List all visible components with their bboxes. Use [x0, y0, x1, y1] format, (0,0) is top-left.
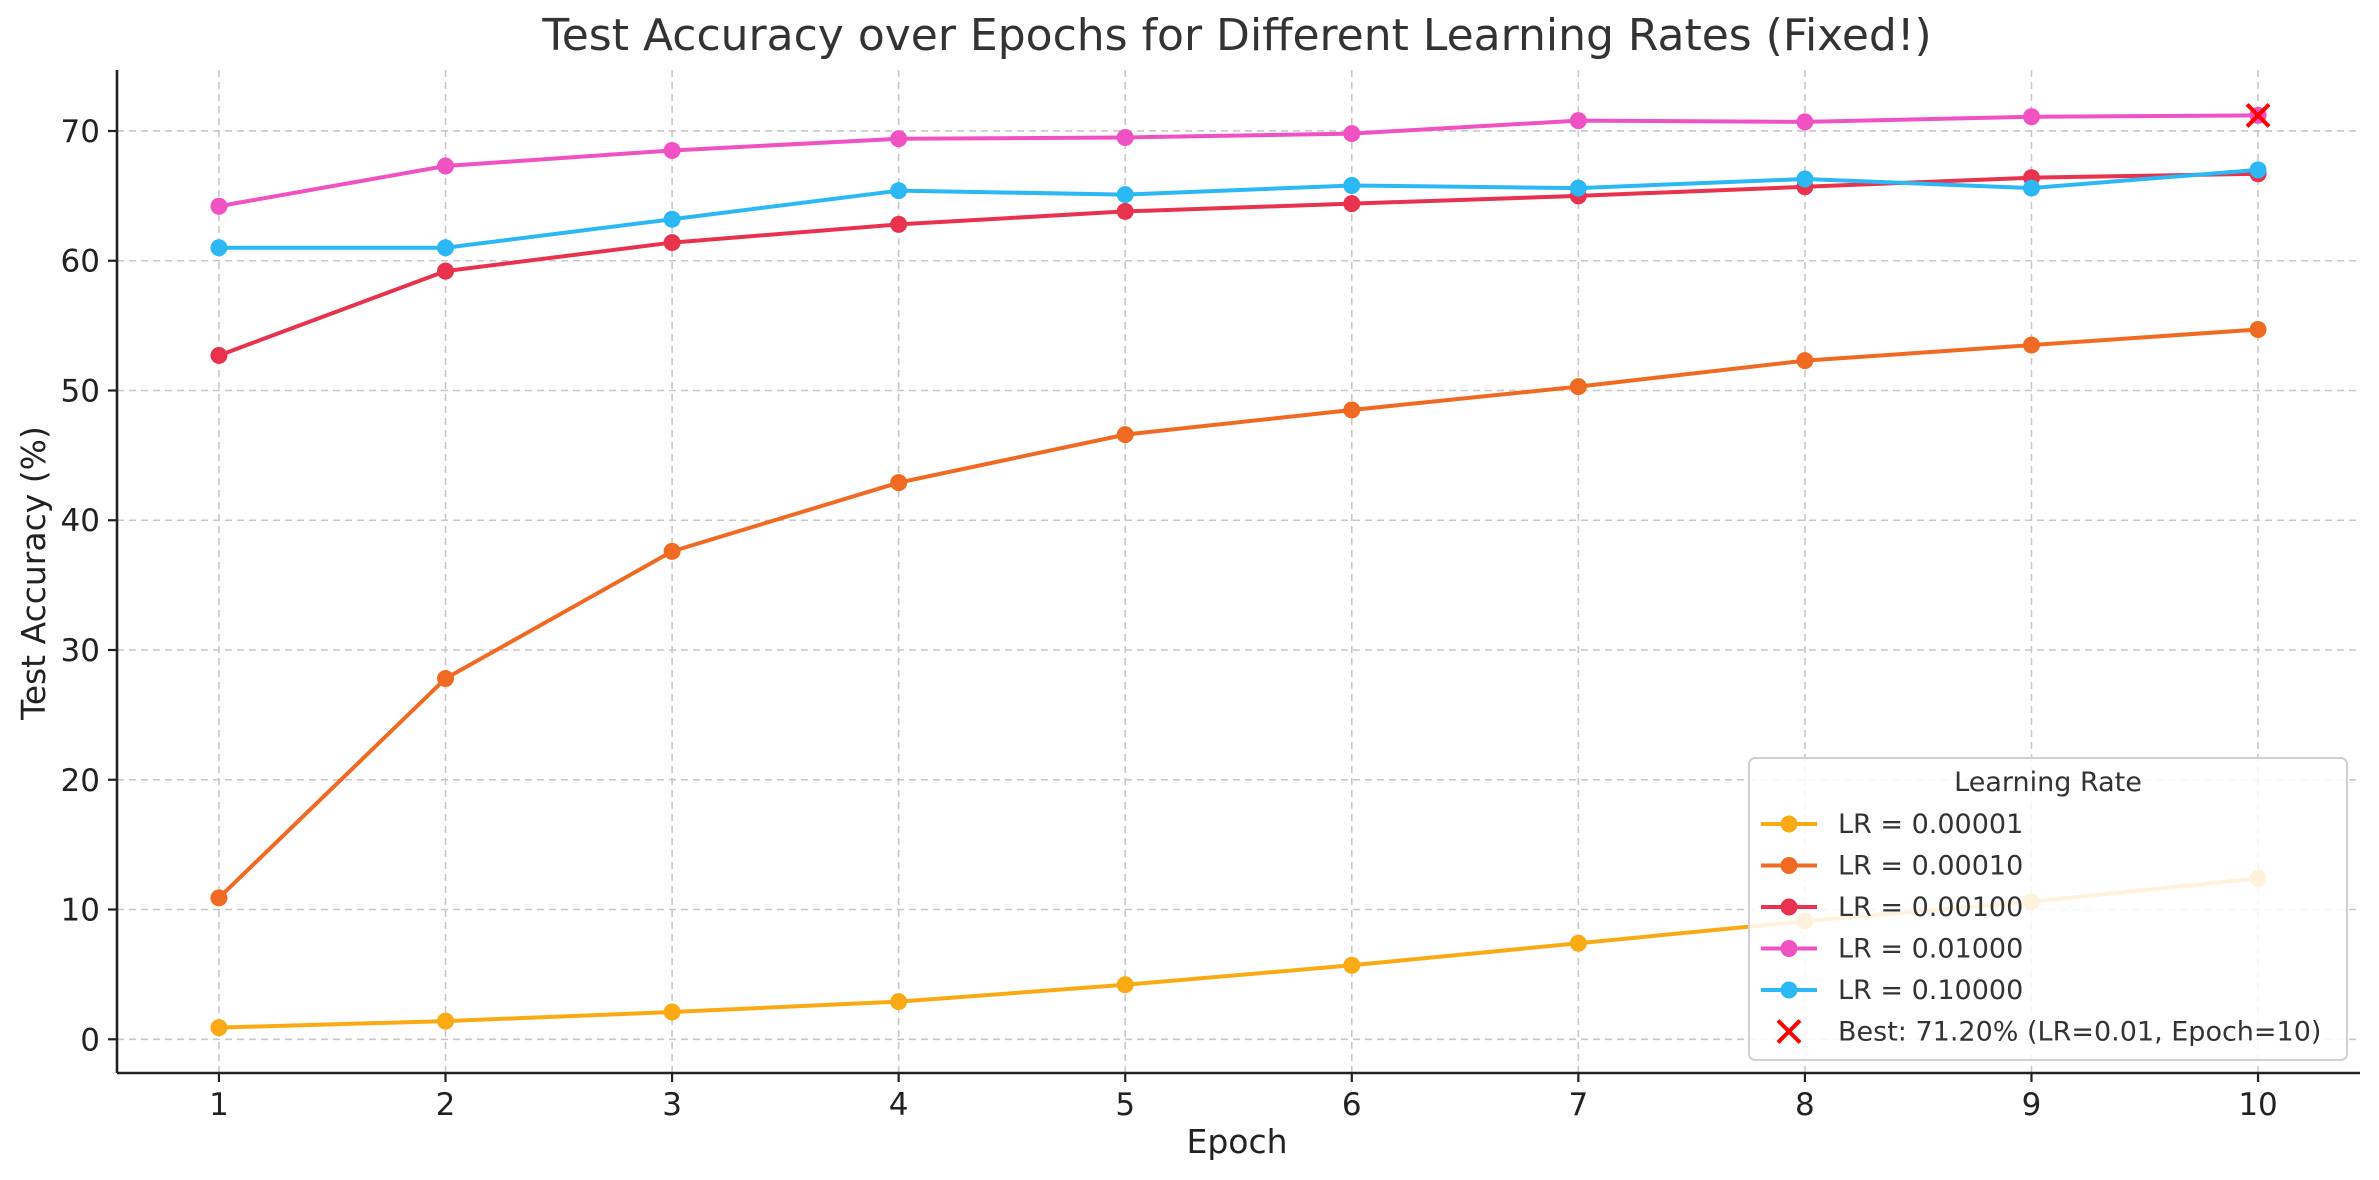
data-point [1796, 170, 1814, 188]
data-point [1116, 426, 1134, 444]
legend-label: LR = 0.00100 [1838, 892, 2023, 923]
legend-item: LR = 0.00100 [1761, 892, 2023, 923]
legend-swatch-marker [1780, 981, 1798, 999]
series-4 [210, 106, 2267, 215]
y-tick-label: 60 [61, 244, 100, 280]
axes: 1 2 3 4 5 6 7 8 9 10 0 10 20 30 40 50 60 70 [61, 70, 2360, 1123]
legend-item: LR = 0.00001 [1761, 809, 2023, 840]
annotation-group [2245, 102, 2271, 128]
legend-item: Best: 71.20% (LR=0.01, Epoch=10) [1776, 1017, 2321, 1048]
x-tick-label: 3 [662, 1087, 682, 1123]
series-line [216, 327, 2261, 900]
legend-label: LR = 0.00010 [1838, 851, 2023, 882]
legend-swatch-x [1776, 1019, 1802, 1044]
data-point [1116, 128, 1134, 146]
data-point [1569, 378, 1587, 396]
legend-box [1748, 757, 2348, 1061]
data-point [890, 130, 908, 148]
y-tick-label: 10 [61, 893, 100, 929]
data-point [1343, 195, 1361, 213]
x-tick-label: 10 [2238, 1087, 2277, 1123]
data-point [663, 141, 681, 159]
data-point [1116, 976, 1134, 994]
data-point [437, 670, 455, 688]
series-5 [210, 161, 2267, 257]
data-point [663, 1003, 681, 1021]
x-tick-label: 2 [436, 1087, 456, 1123]
series-line [216, 171, 2261, 358]
data-point [2249, 321, 2267, 339]
x-tick-label: 9 [2022, 1087, 2042, 1123]
data-point [210, 889, 228, 907]
data-point [1116, 202, 1134, 220]
series-line [216, 113, 2261, 209]
data-point [210, 346, 228, 364]
legend-swatch-marker [1780, 940, 1798, 957]
x-tick-label: 5 [1115, 1087, 1135, 1123]
legend-swatch-marker [1780, 815, 1798, 833]
x-tick-label: 4 [889, 1087, 909, 1123]
data-point [663, 542, 681, 560]
best-marker-stroke [2245, 102, 2271, 128]
x-tick-label: 8 [1795, 1087, 1815, 1123]
data-point [890, 474, 908, 492]
data-point [2249, 161, 2267, 179]
y-tick-label: 50 [61, 373, 100, 409]
legend-label: LR = 0.01000 [1838, 934, 2023, 965]
chart-title: Test Accuracy over Epochs for Different … [541, 10, 1931, 61]
series-2 [210, 321, 2267, 907]
legend: Learning Rate LR = 0.00001 LR = 0.00010 LR … [1748, 757, 2348, 1061]
data-point [1343, 956, 1361, 974]
y-axis-label: Test Accuracy (%) [14, 426, 53, 721]
x-tick-label: 1 [209, 1087, 229, 1123]
series-3 [210, 165, 2267, 364]
data-point [1343, 176, 1361, 194]
data-point [210, 197, 228, 215]
data-point [1796, 113, 1814, 131]
y-tick-label: 40 [61, 503, 100, 539]
data-point [1569, 179, 1587, 197]
data-point [1116, 186, 1134, 204]
x-tick-label: 7 [1568, 1087, 1588, 1123]
x-tick-label: 6 [1342, 1087, 1362, 1123]
legend-label: LR = 0.00001 [1838, 809, 2023, 840]
data-point [890, 182, 908, 200]
legend-label: Best: 71.20% (LR=0.01, Epoch=10) [1838, 1017, 2321, 1048]
data-point [890, 993, 908, 1011]
data-point [437, 239, 455, 257]
data-point [1343, 125, 1361, 143]
series-line [216, 167, 2261, 250]
data-point [2022, 179, 2040, 197]
data-point [663, 210, 681, 228]
data-point [663, 234, 681, 252]
data-point [2022, 108, 2040, 126]
legend-swatch-marker [1780, 857, 1798, 874]
y-tick-label: 0 [80, 1022, 100, 1058]
y-tick-label: 20 [61, 763, 100, 799]
data-point [1569, 934, 1587, 952]
data-point [890, 215, 908, 233]
data-point [437, 1012, 455, 1030]
data-point [437, 157, 455, 175]
data-point [210, 1019, 228, 1037]
data-point [2022, 336, 2040, 354]
y-tick-label: 70 [61, 114, 100, 150]
grid [117, 70, 2360, 1073]
legend-swatch-marker [1780, 898, 1798, 916]
x-axis-label: Epoch [1186, 1122, 1287, 1161]
data-point [437, 262, 455, 280]
legend-item: LR = 0.01000 [1761, 934, 2023, 965]
data-point [210, 239, 228, 257]
data-point [1343, 401, 1361, 419]
legend-title: Learning Rate [1954, 767, 2142, 798]
legend-label: LR = 0.10000 [1838, 975, 2023, 1006]
y-tick-label: 30 [61, 633, 100, 669]
legend-item: LR = 0.10000 [1761, 975, 2023, 1006]
data-point [1796, 352, 1814, 370]
data-point [1569, 112, 1587, 130]
best-marker [2245, 102, 2271, 128]
legend-item: LR = 0.00010 [1761, 851, 2023, 882]
